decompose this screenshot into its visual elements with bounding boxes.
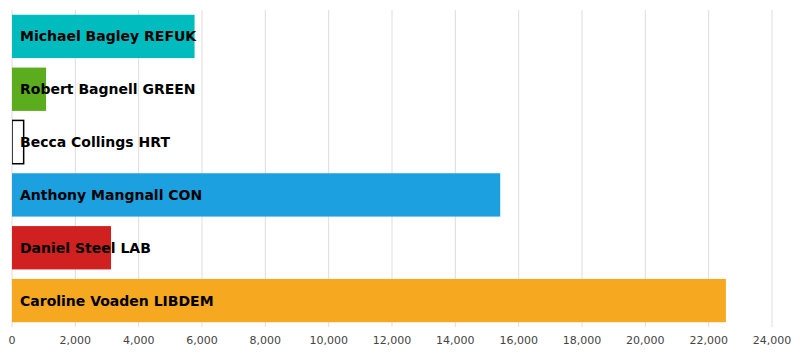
tick-label: 14,000 (436, 334, 475, 347)
category-label: Anthony Mangnall CON (20, 187, 202, 203)
tick-label: 0 (9, 334, 16, 347)
category-label: Caroline Voaden LIBDEM (20, 293, 214, 309)
tick-label: 20,000 (626, 334, 665, 347)
tick-label: 8,000 (250, 334, 282, 347)
grid-line (772, 10, 773, 327)
category-label: Becca Collings HRT (20, 134, 170, 150)
tick-label: 24,000 (753, 334, 792, 347)
category-labels: Michael Bagley REFUK Robert Bagnell GREEN… (20, 28, 214, 308)
bar (12, 279, 726, 322)
tick-label: 16,000 (499, 334, 538, 347)
bar (12, 173, 500, 216)
page: {"chart_data": {"type": "bar", "orientat… (0, 0, 800, 355)
tick-label: 10,000 (309, 334, 348, 347)
category-label: Michael Bagley REFUK (20, 28, 197, 44)
tick-label: 22,000 (689, 334, 728, 347)
tick-label: 6,000 (186, 334, 218, 347)
chart-svg: 0 2,000 4,000 6,000 8,000 10,000 12,000 14,000 1… (0, 0, 800, 355)
category-label: Robert Bagnell GREEN (20, 81, 196, 97)
tick-label: 18,000 (563, 334, 602, 347)
tick-label: 2,000 (60, 334, 92, 347)
tick-label: 4,000 (123, 334, 155, 347)
bars (12, 15, 726, 322)
category-label: Daniel Steel LAB (20, 240, 151, 256)
tick-label: 12,000 (373, 334, 412, 347)
x-axis: 0 2,000 4,000 6,000 8,000 10,000 12,000 14,000 1… (9, 334, 792, 347)
grid (12, 10, 772, 327)
chart-container: 0 2,000 4,000 6,000 8,000 10,000 12,000 14,000 1… (0, 0, 800, 355)
